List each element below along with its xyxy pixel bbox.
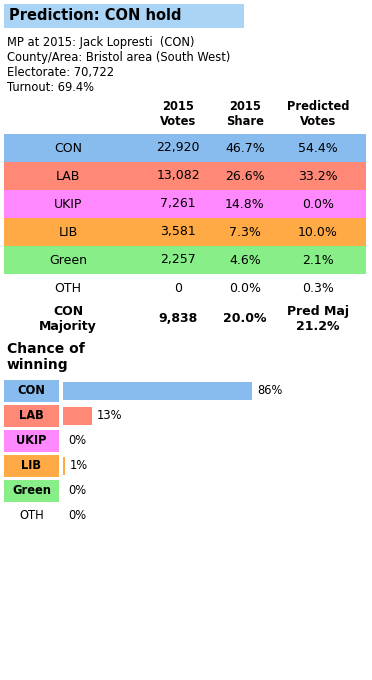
Text: LIB: LIB [58,226,78,239]
Text: County/Area: Bristol area (South West): County/Area: Bristol area (South West) [7,51,230,64]
FancyBboxPatch shape [4,4,244,28]
Text: LAB: LAB [56,169,80,182]
Text: 0.3%: 0.3% [302,282,334,294]
FancyBboxPatch shape [4,455,59,477]
Text: Turnout: 69.4%: Turnout: 69.4% [7,81,94,94]
FancyBboxPatch shape [63,381,252,400]
Text: Electorate: 70,722: Electorate: 70,722 [7,66,114,79]
Text: UKIP: UKIP [16,434,47,447]
Text: LIB: LIB [22,459,42,472]
Text: 22,920: 22,920 [156,141,200,154]
Text: Predicted
Votes: Predicted Votes [287,100,349,128]
Text: 7.3%: 7.3% [229,226,261,239]
Text: 26.6%: 26.6% [225,169,265,182]
Text: OTH: OTH [55,282,81,294]
Text: 2015
Votes: 2015 Votes [160,100,196,128]
Text: 0%: 0% [68,484,86,497]
Text: 86%: 86% [257,384,283,397]
FancyBboxPatch shape [63,456,65,475]
FancyBboxPatch shape [4,379,59,402]
Text: 54.4%: 54.4% [298,141,338,154]
Text: Green: Green [12,484,51,497]
Text: 0%: 0% [68,509,86,522]
Text: 33.2%: 33.2% [298,169,338,182]
FancyBboxPatch shape [4,405,59,426]
Text: CON: CON [54,141,82,154]
Text: CON
Majority: CON Majority [39,305,97,333]
Text: 0.0%: 0.0% [302,197,334,211]
Text: 0%: 0% [68,434,86,447]
Text: 2,257: 2,257 [160,254,196,267]
Text: 13%: 13% [97,409,122,422]
Text: Pred Maj
21.2%: Pred Maj 21.2% [287,305,349,333]
Text: Chance of
winning: Chance of winning [7,341,85,372]
Text: 2015
Share: 2015 Share [226,100,264,128]
Text: 46.7%: 46.7% [225,141,265,154]
FancyBboxPatch shape [4,246,366,274]
Text: Prediction: CON hold: Prediction: CON hold [9,9,182,24]
Text: 0.0%: 0.0% [229,282,261,294]
Text: MP at 2015: Jack Lopresti  (CON): MP at 2015: Jack Lopresti (CON) [7,36,195,49]
Text: CON: CON [17,384,45,397]
FancyBboxPatch shape [4,218,366,246]
Text: 0: 0 [174,282,182,294]
Text: 20.0%: 20.0% [223,312,267,325]
Text: OTH: OTH [19,509,44,522]
Text: 13,082: 13,082 [156,169,200,182]
Text: 4.6%: 4.6% [229,254,261,267]
Text: 14.8%: 14.8% [225,197,265,211]
Text: 7,261: 7,261 [160,197,196,211]
Text: 9,838: 9,838 [158,312,198,325]
Text: 3,581: 3,581 [160,226,196,239]
FancyBboxPatch shape [4,134,366,162]
Text: 2.1%: 2.1% [302,254,334,267]
Text: 10.0%: 10.0% [298,226,338,239]
FancyBboxPatch shape [4,162,366,190]
Text: Green: Green [49,254,87,267]
FancyBboxPatch shape [63,407,92,424]
FancyBboxPatch shape [4,190,366,218]
Text: LAB: LAB [19,409,44,422]
Text: UKIP: UKIP [54,197,82,211]
FancyBboxPatch shape [4,479,59,502]
FancyBboxPatch shape [4,430,59,452]
Text: 1%: 1% [70,459,88,472]
